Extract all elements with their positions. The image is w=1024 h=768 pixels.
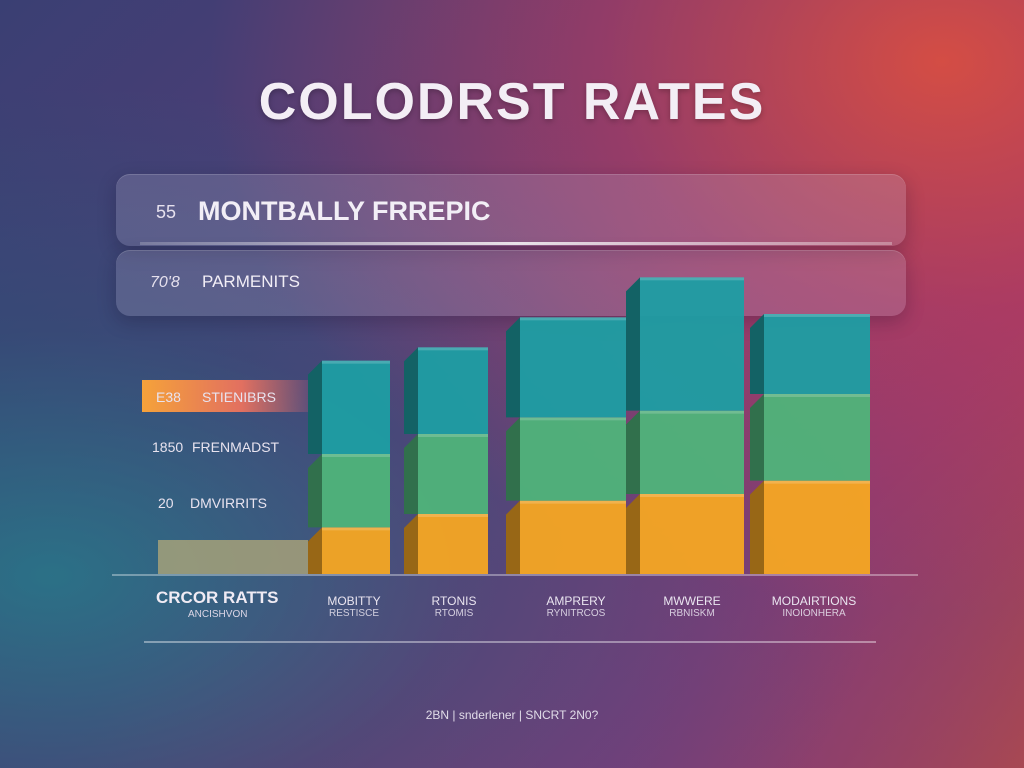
bar-segment <box>764 314 870 394</box>
bar-side-face <box>404 347 418 434</box>
bar-side-face <box>506 500 520 574</box>
x-tick-label-sub: RBNISKM <box>669 608 715 619</box>
bar-segment <box>322 360 390 454</box>
bar-segment-highlight <box>418 514 488 517</box>
x-tick-label-main: MOBITTY <box>327 594 381 608</box>
x-tick-label-sub: RESTISCE <box>328 608 379 619</box>
x-tick-label-sub: RYNITRCOS <box>546 608 606 619</box>
bar-side-face <box>750 314 764 394</box>
y-label-text: STIENIBRS <box>202 389 276 405</box>
bar-segment-highlight <box>520 500 626 504</box>
bar-segment-highlight <box>764 394 870 397</box>
x-tick-label-main: RTONIS <box>431 594 477 608</box>
panel-divider <box>140 242 892 245</box>
bar-side-face <box>626 494 640 574</box>
x-tick-label-sub: RTOMIS <box>434 608 474 619</box>
bar-side-face <box>404 514 418 574</box>
bar-segment <box>322 454 390 528</box>
x-tick-label: MOBITTY RESTISCE <box>314 594 394 619</box>
x-tick-label-sub: INOIONHERA <box>782 608 846 619</box>
bar-segment <box>520 500 626 574</box>
bar-segment <box>520 317 626 418</box>
bar-segment-highlight <box>322 527 390 531</box>
y-label-number: 20 <box>158 495 174 511</box>
bar-side-face <box>626 277 640 411</box>
bar-side-face <box>506 417 520 501</box>
bar-side-face <box>308 454 322 528</box>
bar-segment-highlight <box>418 434 488 437</box>
legend-title: CRCOR RATTS <box>156 588 279 607</box>
bar-side-face <box>404 434 418 514</box>
chart-title: COLODRST RATES <box>258 73 766 131</box>
bar-side-face <box>750 394 764 481</box>
bar-side-face <box>308 527 322 574</box>
y-label-text: FRENMADST <box>192 439 280 455</box>
bar-segment-highlight <box>520 317 626 321</box>
bar-segment-highlight <box>520 417 626 421</box>
bar-segment-highlight <box>640 494 744 497</box>
bar-segment-highlight <box>418 347 488 351</box>
bar-segment <box>520 417 626 501</box>
header-panel-number: 55 <box>156 202 177 222</box>
highlight-row-bar <box>142 380 308 412</box>
header-panel-primary: 55 MONTBALLY FRREPIC <box>116 174 906 246</box>
bar-segment <box>418 347 488 434</box>
bar-segment <box>764 480 870 574</box>
header-panel-label: PARMENITS <box>202 272 300 291</box>
x-tick-label: RTONIS RTOMIS <box>414 594 494 619</box>
bar-segment <box>418 514 488 574</box>
bar-side-face <box>308 360 322 454</box>
bar-segment <box>764 394 870 481</box>
bar-side-face <box>506 317 520 418</box>
bar-segment-highlight <box>764 480 870 484</box>
header-panel-label: MONTBALLY FRREPIC <box>198 196 491 226</box>
header-panel-number: 70'8 <box>150 274 180 291</box>
bar-segment-highlight <box>764 314 870 317</box>
bar-segment <box>640 277 744 411</box>
bar-segment-highlight <box>640 277 744 281</box>
y-label-text: DMVIRRITS <box>190 495 267 511</box>
x-tick-label-main: AMPRERY <box>546 594 606 608</box>
x-tick-label: MODAIRTIONS INOIONHERA <box>756 594 872 619</box>
x-tick-label-main: MODAIRTIONS <box>771 594 857 608</box>
footer-divider <box>144 641 876 643</box>
x-tick-label-main: MWWERE <box>663 594 721 608</box>
y-label-number: E38 <box>156 389 181 405</box>
bar-segment <box>322 527 390 574</box>
baseline-stub-bar <box>158 540 308 574</box>
bar-segment <box>640 410 744 494</box>
x-axis-line <box>112 574 918 576</box>
bar-segment-highlight <box>322 454 390 457</box>
y-label-number: 1850 <box>152 439 184 455</box>
legend-subtitle: ANCISHVON <box>188 609 248 620</box>
footer-text: 2BN | snderlener | SNCRT 2N0? <box>425 708 599 722</box>
bar-segment <box>640 494 744 574</box>
x-tick-label: AMPRERY RYNITRCOS <box>526 594 626 619</box>
bar-segment-highlight <box>322 360 390 364</box>
x-tick-label: MWWERE RBNISKM <box>642 594 742 619</box>
bar-segment <box>418 434 488 514</box>
bar-side-face <box>750 480 764 574</box>
bar-segment-highlight <box>640 410 744 414</box>
header-panel-secondary: 70'8 PARMENITS <box>116 250 906 316</box>
bar-side-face <box>626 410 640 494</box>
